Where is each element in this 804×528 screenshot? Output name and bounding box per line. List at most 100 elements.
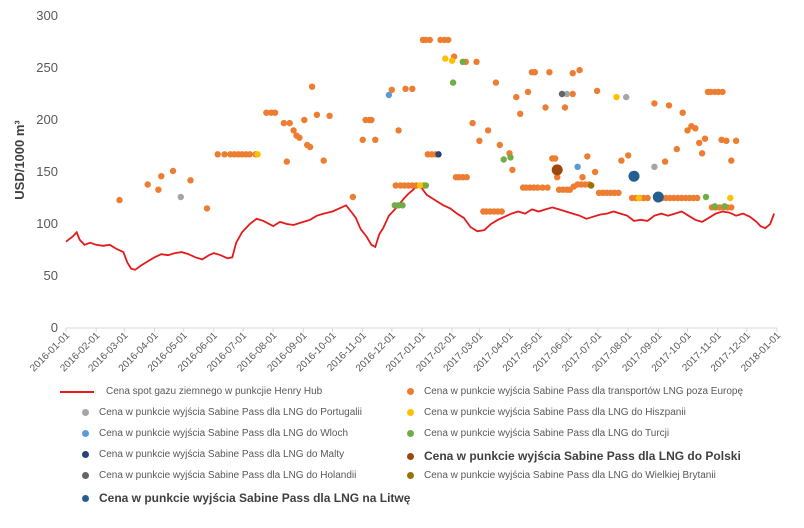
legend-swatch [82, 472, 89, 479]
scatter-point-series-1 [463, 174, 470, 181]
scatter-point-series-1 [492, 79, 500, 86]
scatter-point-series-10 [652, 191, 664, 203]
scatter-point-series-7 [551, 164, 563, 176]
scatter-point-series-1 [679, 109, 686, 116]
scatter-point-series-1 [280, 119, 288, 127]
scatter-point-series-1 [513, 93, 520, 101]
scatter-point-series-1 [169, 167, 177, 175]
scatter-point-series-1 [187, 177, 194, 184]
scatter-point-series-1 [552, 155, 559, 162]
legend-item: Cena w punkcie wyjścia Sabine Pass dla t… [407, 386, 743, 397]
scatter-point-series-1 [372, 136, 379, 143]
scatter-point-series-1 [392, 182, 399, 189]
scatter-point-series-1 [554, 174, 561, 181]
scatter-point-series-1 [246, 151, 253, 158]
scatter-point-series-1 [723, 137, 730, 144]
scatter-point-series-3 [416, 182, 424, 189]
scatter-point-series-1 [546, 69, 553, 76]
scatter-point-series-1 [517, 110, 524, 118]
y-tick-label: 300 [36, 8, 58, 23]
scatter-point-series-5 [422, 182, 430, 189]
scatter-point-series-3 [613, 93, 620, 101]
legend-label: Cena w punkcie wyjścia Sabine Pass dla L… [99, 428, 349, 439]
scatter-point-series-1 [283, 158, 290, 165]
scatter-point-series-2 [177, 193, 184, 201]
scatter-point-series-1 [584, 153, 591, 160]
scatter-point-series-1 [473, 58, 480, 65]
scatter-point-series-1 [692, 125, 699, 132]
scatter-point-series-1 [308, 83, 316, 90]
scatter-point-series-1 [701, 135, 709, 142]
scatter-point-series-5 [702, 193, 710, 201]
scatter-point-series-8 [558, 90, 566, 98]
scatter-point-series-1 [263, 109, 270, 116]
scatter-point-series-1 [306, 143, 314, 151]
scatter-point-series-1 [349, 193, 357, 201]
scatter-point-series-1 [271, 109, 279, 116]
legend-swatch [82, 494, 89, 502]
scatter-point-series-3 [254, 151, 261, 158]
scatter-point-series-3 [635, 194, 643, 202]
legend-item: Cena w punkcie wyjścia Sabine Pass dla L… [82, 428, 348, 439]
scatter-point-series-5 [399, 202, 406, 209]
scatter-point-series-1 [544, 184, 551, 191]
scatter-point-series-1 [320, 157, 327, 164]
legend-swatch [82, 430, 89, 437]
scatter-point-series-1 [326, 112, 333, 120]
legend-item: Cena spot gazu ziemnego w punkcjie Henry… [60, 386, 322, 397]
scatter-point-series-1 [524, 88, 532, 96]
scatter-point-series-2 [651, 163, 658, 170]
scatter-point-series-1 [576, 66, 583, 74]
y-tick-label: 50 [44, 268, 58, 283]
legend-item: Cena w punkcie wyjścia Sabine Pass dla L… [407, 407, 686, 418]
scatter-point-series-1 [698, 150, 706, 157]
scatter-point-series-1 [359, 136, 366, 143]
legend-label: Cena w punkcie wyjścia Sabine Pass dla L… [424, 428, 670, 439]
legend-item: Cena w punkcie wyjścia Sabine Pass dla L… [82, 470, 356, 481]
legend-label: Cena w punkcie wyjścia Sabine Pass dla L… [99, 449, 345, 460]
scatter-point-series-1 [534, 184, 541, 191]
scatter-point-series-1 [296, 134, 303, 141]
scatter-point-series-1 [445, 36, 452, 44]
scatter-point-series-5 [507, 154, 514, 161]
scatter-point-series-1 [618, 157, 625, 164]
y-tick-label: 250 [36, 60, 58, 75]
legend-label: Cena spot gazu ziemnego w punkcjie Henry… [106, 386, 323, 397]
scatter-point-series-1 [469, 119, 476, 127]
legend-label: Cena w punkcie wyjścia Sabine Pass dla L… [424, 470, 716, 481]
scatter-point-series-1 [498, 208, 505, 215]
y-tick-label: 0 [51, 320, 58, 335]
legend-item: Cena w punkcie wyjścia Sabine Pass dla L… [82, 407, 362, 418]
scatter-point-series-1 [644, 194, 651, 202]
scatter-point-series-1 [203, 205, 211, 212]
scatter-point-series-1 [158, 173, 165, 180]
scatter-point-series-1 [368, 116, 375, 124]
scatter-point-series-1 [221, 151, 228, 158]
scatter-point-series-1 [728, 204, 735, 211]
legend-swatch [60, 390, 94, 393]
legend-label: Cena w punkcie wyjścia Sabine Pass dla L… [424, 407, 686, 418]
legend-item: Cena w punkcie wyjścia Sabine Pass dla L… [82, 491, 410, 505]
scatter-point-series-1 [426, 36, 433, 44]
scatter-point-series-1 [409, 85, 416, 93]
y-tick-label: 100 [36, 216, 58, 231]
y-tick-label: 150 [36, 164, 58, 179]
scatter-point-series-1 [313, 111, 321, 119]
scatter-point-series-1 [531, 69, 538, 76]
legend-label: Cena w punkcie wyjścia Sabine Pass dla t… [424, 386, 744, 397]
scatter-point-series-1 [509, 166, 516, 174]
scatter-point-series-1 [144, 181, 151, 188]
scatter-point-series-1 [673, 145, 680, 153]
scatter-point-series-1 [591, 168, 599, 176]
scatter-point-series-1 [579, 174, 586, 181]
scatter-point-series-1 [569, 90, 576, 98]
y-axis-ticks: 0 50 100 150 200 250 300 [36, 8, 58, 335]
scatter-points-layer [116, 36, 740, 215]
legend-swatch [407, 409, 414, 416]
series-line-henry-hub [65, 183, 775, 271]
scatter-point-series-1 [496, 141, 503, 149]
scatter-point-series-5 [721, 203, 728, 210]
scatter-point-series-1 [290, 127, 297, 134]
